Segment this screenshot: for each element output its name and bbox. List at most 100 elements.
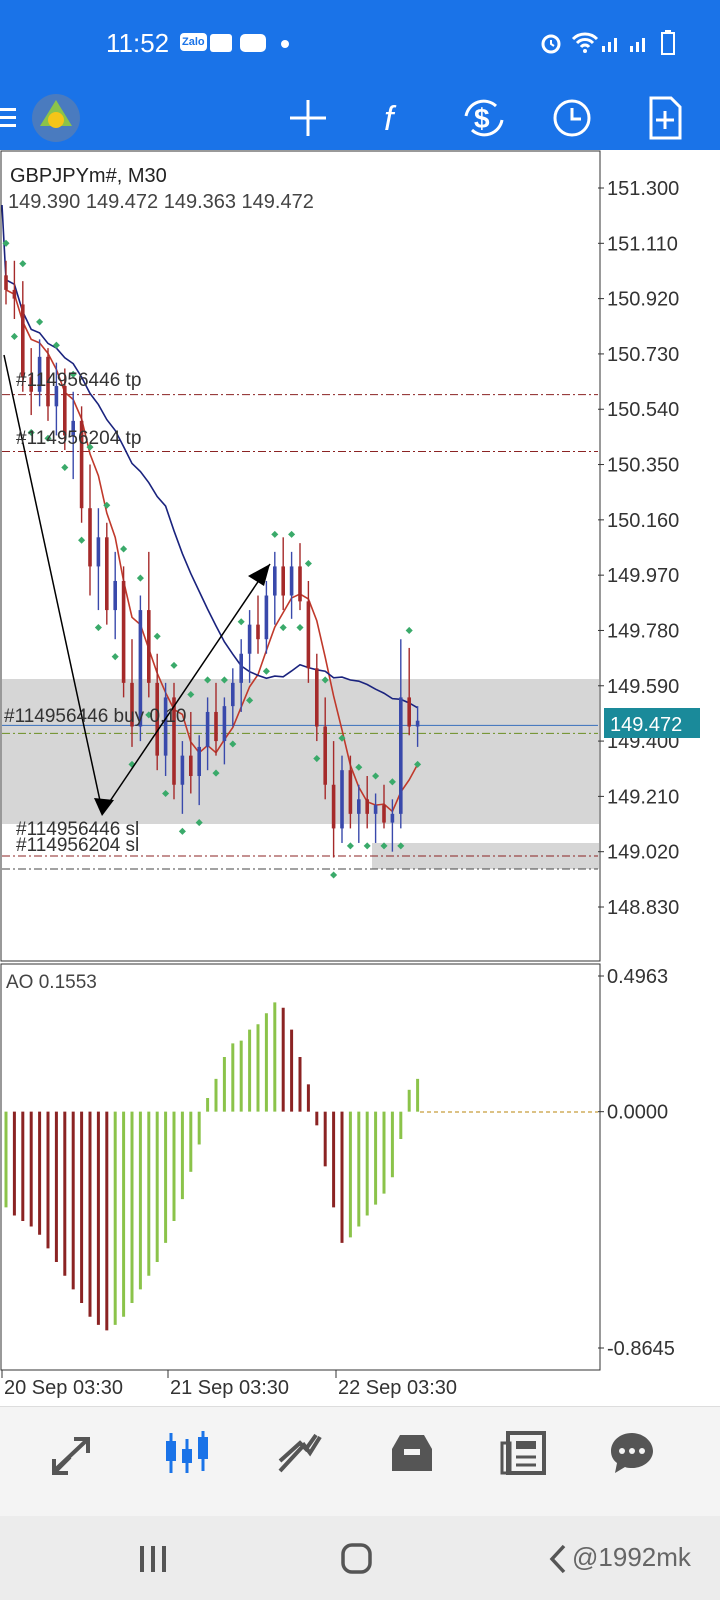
psar-dot xyxy=(220,676,228,684)
candle-body xyxy=(46,356,50,407)
history-icon[interactable] xyxy=(388,1429,436,1477)
psar-dot xyxy=(86,443,94,451)
psar-dot xyxy=(61,463,69,471)
gallery-icon xyxy=(210,34,232,52)
slow-ma-line xyxy=(1,204,418,709)
sl-label-1: #114956446 sl xyxy=(16,819,139,840)
dot-icon xyxy=(281,40,289,48)
clock-icon[interactable] xyxy=(552,98,592,138)
status-time: 11:52 xyxy=(106,28,170,58)
app-toolbar: f $ xyxy=(0,84,720,150)
psar-dot xyxy=(153,632,161,640)
price-tick-label: 151.110 xyxy=(607,233,678,255)
psar-dot xyxy=(397,842,405,850)
candle-body xyxy=(315,668,319,727)
quotes-icon[interactable] xyxy=(48,1431,96,1479)
candle-body xyxy=(163,697,168,756)
home-icon[interactable] xyxy=(340,1542,374,1576)
psar-dot xyxy=(388,778,396,786)
arrow-head-2 xyxy=(248,564,270,586)
candle-body xyxy=(63,385,67,436)
psar-dot xyxy=(414,760,422,768)
psar-dot xyxy=(271,530,279,538)
candle-body xyxy=(390,813,395,823)
psar-dot xyxy=(120,545,128,553)
candle-body xyxy=(357,799,361,814)
current-price-text: 149.472 xyxy=(610,714,682,736)
crosshair-icon[interactable] xyxy=(290,100,326,136)
candle-body xyxy=(172,697,176,785)
candle-body xyxy=(96,537,101,567)
recent-apps-icon[interactable] xyxy=(138,1544,170,1574)
ao-tick-label: -0.8645 xyxy=(607,1338,675,1360)
trade-icon[interactable]: $ xyxy=(462,96,506,140)
price-chart[interactable]: GBPJPYm#, M30 149.390 149.472 149.363 14… xyxy=(0,150,720,1406)
tp-label-1: #114956446 tp xyxy=(16,370,141,391)
psar-dot xyxy=(296,624,304,632)
price-tick-label: 149.780 xyxy=(607,620,679,642)
candle-body xyxy=(29,377,33,392)
new-order-icon[interactable] xyxy=(648,96,682,140)
tp-label-2: #114956204 tp xyxy=(16,428,141,449)
psar-dot xyxy=(363,842,371,850)
candle-body xyxy=(12,289,17,299)
zalo-icon: Zalo xyxy=(180,33,207,51)
ao-label: AO 0.1553 xyxy=(6,972,97,993)
psar-dot xyxy=(52,341,60,349)
price-tick-label: 150.920 xyxy=(607,289,679,311)
psar-dot xyxy=(162,789,170,798)
candle-body xyxy=(373,805,378,814)
candle-body xyxy=(113,580,117,611)
psar-dot xyxy=(69,370,77,378)
back-icon[interactable] xyxy=(548,1542,568,1576)
chat-icon[interactable] xyxy=(608,1429,656,1477)
ohlc-label: 149.390 149.472 149.363 149.472 xyxy=(8,191,314,213)
price-tick-label: 149.210 xyxy=(607,786,679,808)
candle-body xyxy=(289,566,294,596)
candle-body xyxy=(273,566,277,596)
ao-tick-label: 0.4963 xyxy=(607,966,668,988)
candle-body xyxy=(214,711,218,742)
candle-body xyxy=(71,420,75,436)
symbol-label: GBPJPYm#, M30 xyxy=(10,165,167,187)
psar-dot xyxy=(103,501,111,509)
indicator-f-icon[interactable]: f xyxy=(382,98,408,138)
price-tick-label: 149.970 xyxy=(607,565,679,587)
psar-dot xyxy=(288,530,296,538)
psar-dot xyxy=(2,239,10,247)
news-icon[interactable] xyxy=(500,1429,548,1477)
chart-canvas[interactable]: GBPJPYm#, M30 149.390 149.472 149.363 14… xyxy=(0,150,720,1406)
psar-dot xyxy=(346,842,354,850)
candle-body xyxy=(340,770,344,829)
candle-body xyxy=(365,799,369,814)
psar-dot xyxy=(27,428,35,437)
candle-body xyxy=(79,420,84,509)
trend-arrow-line-1 xyxy=(3,354,103,811)
psar-dot xyxy=(204,676,212,684)
chart-icon[interactable] xyxy=(160,1427,212,1483)
battery-icon xyxy=(661,30,675,55)
trend-arrow-line-2 xyxy=(103,563,271,811)
candle-body xyxy=(256,624,260,640)
psar-dot xyxy=(94,624,102,632)
status-bar: 11:52 Zalo xyxy=(0,0,720,84)
psar-dot xyxy=(19,260,27,268)
price-tick-label: 151.300 xyxy=(607,178,679,200)
trade-nav-icon[interactable] xyxy=(276,1429,324,1477)
fast-ma-line xyxy=(5,289,419,813)
candle-body xyxy=(415,720,420,727)
psar-dot xyxy=(330,871,338,879)
psar-dot xyxy=(355,763,363,771)
candle-body xyxy=(382,805,386,823)
psar-dot xyxy=(145,711,153,719)
price-tick-label: 149.590 xyxy=(607,676,679,698)
price-tick-label: 150.350 xyxy=(607,455,679,477)
svg-text:$: $ xyxy=(474,103,490,134)
candle-body xyxy=(348,770,353,814)
psar-dot xyxy=(78,536,86,544)
candle-body xyxy=(222,706,227,742)
candle-body xyxy=(281,566,285,596)
candle-body xyxy=(399,697,403,814)
candle-body xyxy=(54,385,59,407)
menu-icon[interactable] xyxy=(0,106,20,130)
